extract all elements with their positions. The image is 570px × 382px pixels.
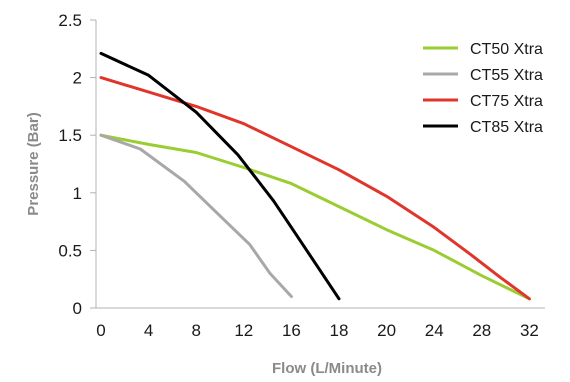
x-tick-labels: 0 4 8 12 16 18 20 24 28 32 (96, 321, 539, 340)
x-tick-label: 20 (377, 321, 396, 340)
x-tick-label: 28 (472, 321, 491, 340)
x-axis-title: Flow (L/Minute) (272, 360, 382, 377)
series-line-ct50-xtra (99, 133, 531, 301)
y-tick-label: 1 (73, 184, 82, 203)
y-tick-label: 0 (73, 299, 82, 318)
legend-label: CT85 Xtra (470, 119, 543, 136)
series-line-ct55-xtra (99, 133, 293, 298)
legend: CT50 Xtra CT55 Xtra CT75 Xtra CT85 Xtra (423, 41, 543, 136)
series-line-ct75-xtra (99, 76, 531, 301)
y-tick-label: 1.5 (58, 126, 82, 145)
series-lines (99, 51, 531, 301)
x-tick-label: 18 (330, 321, 349, 340)
x-tick-label: 16 (282, 321, 301, 340)
y-tick-labels: 0 0.5 1 1.5 2 2.5 (58, 11, 96, 318)
y-tick-label: 0.5 (58, 241, 82, 260)
x-tick-label: 4 (144, 321, 153, 340)
y-tick-label: 2 (73, 69, 82, 88)
x-tick-label: 32 (520, 321, 539, 340)
x-tick-label: 0 (96, 321, 105, 340)
y-tick-label: 2.5 (58, 11, 82, 30)
legend-label: CT55 Xtra (470, 67, 543, 84)
y-axis-title: Pressure (Bar) (25, 112, 42, 215)
legend-label: CT50 Xtra (470, 41, 543, 58)
axes (95, 20, 545, 309)
series-line-ct85-xtra (99, 51, 341, 301)
x-tick-label: 8 (191, 321, 200, 340)
x-tick-label: 12 (234, 321, 253, 340)
legend-label: CT75 Xtra (470, 93, 543, 110)
x-tick-label: 24 (425, 321, 444, 340)
